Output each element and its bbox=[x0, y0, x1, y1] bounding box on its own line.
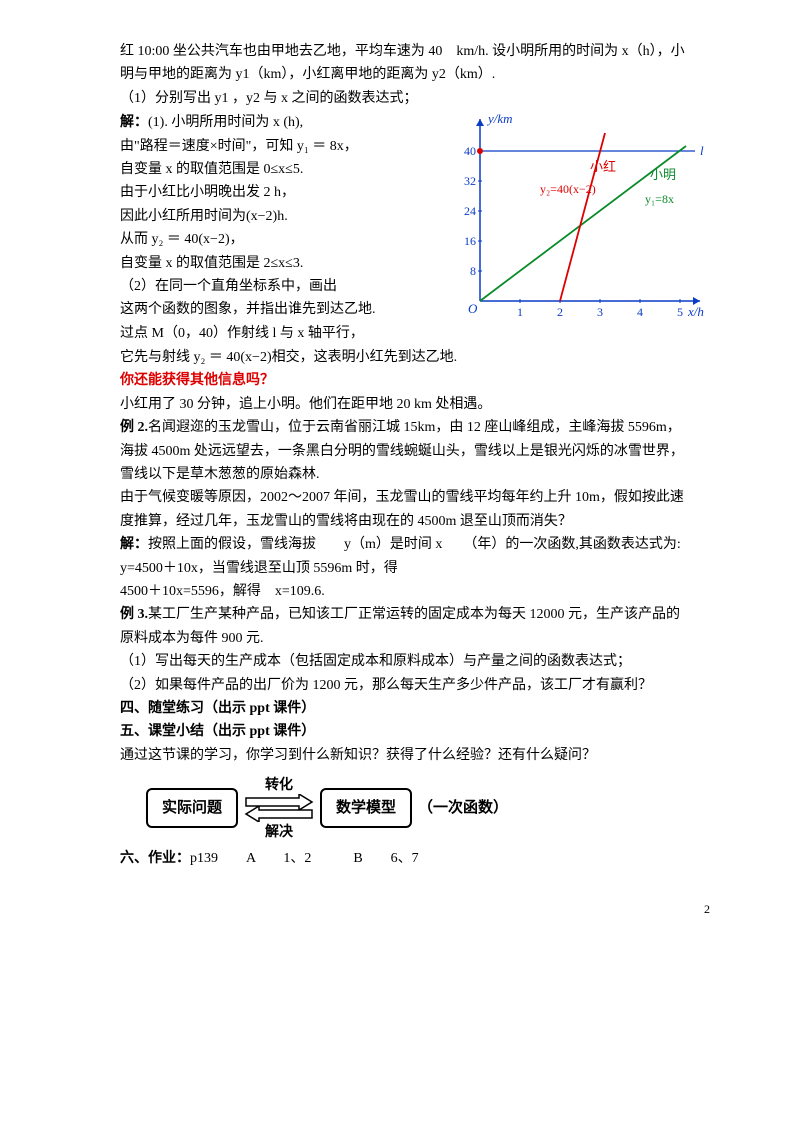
ex3-l2: 原料成本为每件 900 元. bbox=[120, 628, 710, 650]
diagram-top-label: 转化 bbox=[265, 773, 293, 795]
q-title: 你还能获得其他信息吗？ bbox=[120, 370, 710, 392]
intro-l1: 红 10:00 坐公共汽车也由甲地去乙地，平均车速为 40 km/h. 设小明所… bbox=[120, 41, 710, 63]
graph-green-name: 小明 bbox=[650, 167, 676, 182]
page-number: 2 bbox=[120, 900, 710, 919]
sec4: 四、随堂练习（出示 ppt 课件） bbox=[120, 698, 710, 720]
hw: p139 A 1、2 B 6、7 bbox=[190, 851, 419, 866]
svg-text:5: 5 bbox=[677, 305, 683, 319]
svg-text:32: 32 bbox=[464, 174, 476, 188]
ex3-l1w: 例 3.某工厂生产某种产品，已知该工厂正常运转的固定成本为每天 12000 元，… bbox=[120, 604, 710, 626]
svg-text:O: O bbox=[468, 301, 478, 316]
sol2-l3: 4500＋10x=5596，解得 x=109.6. bbox=[120, 581, 710, 603]
diagram: 实际问题 转化 解决 数学模型 （一次函数） bbox=[120, 773, 710, 842]
svg-text:40: 40 bbox=[464, 144, 476, 158]
diagram-paren: （一次函数） bbox=[418, 796, 508, 820]
sol1-a7: 自变量 x 的取值范围是 2≤x≤3. bbox=[120, 253, 440, 275]
sol1-a11: 它先与射线 y₂ ＝ 40(x−2)相交，这表明小红先到达乙地. bbox=[120, 347, 710, 369]
sec6-line: 六、作业：p139 A 1、2 B 6、7 bbox=[120, 848, 710, 870]
svg-text:8: 8 bbox=[470, 264, 476, 278]
sol1-a8: （2）在同一个直角坐标系中，画出 bbox=[120, 276, 440, 298]
graph-xlabel: x/h bbox=[687, 304, 704, 319]
sol1-a2: 由"路程＝速度×时间"，可知 y₁ ＝ 8x， bbox=[120, 136, 440, 158]
graph-red-eq: y₂=40(x−2) bbox=[540, 182, 596, 196]
sec5q: 通过这节课的学习，你学习到什么新知识？获得了什么经验？还有什么疑问？ bbox=[120, 745, 710, 767]
q-ans: 小红用了 30 分钟，追上小明。他们在距甲地 20 km 处相遇。 bbox=[120, 394, 710, 416]
graph-ylabel: y/km bbox=[486, 111, 513, 126]
graph-svg: y/km x/h O 8 16 24 32 40 1 2 3 4 5 l bbox=[450, 111, 710, 331]
intro-l3: （1）分别写出 y1 ，y2 与 x 之间的函数表达式； bbox=[120, 88, 710, 110]
graph-green-eq: y₁=8x bbox=[645, 192, 674, 206]
ex3-label: 例 3. bbox=[120, 607, 148, 622]
sol1-line: 解：(1). 小明所用时间为 x (h), bbox=[120, 112, 440, 134]
svg-text:16: 16 bbox=[464, 234, 476, 248]
ex2-l1w: 例 2.名闻遐迩的玉龙雪山，位于云南省丽江城 15km，由 12 座山峰组成，主… bbox=[120, 417, 710, 439]
svg-text:2: 2 bbox=[557, 305, 563, 319]
ex2-l4: 由于气候变暖等原因，2002～2007 年间，玉龙雪山的雪线平均每年约上升 10… bbox=[120, 487, 710, 509]
ex2-l3: 雪线以下是草木葱葱的原始森林. bbox=[120, 464, 710, 486]
diagram-left: 实际问题 bbox=[146, 788, 238, 828]
sec5: 五、课堂小结（出示 ppt 课件） bbox=[120, 721, 710, 743]
ex3-l4: （2）如果每件产品的出厂价为 1200 元，那么每天生产多少件产品，该工厂才有赢… bbox=[120, 675, 710, 697]
sol1-a4: 由于小红比小明晚出发 2 h， bbox=[120, 182, 440, 204]
svg-text:1: 1 bbox=[517, 305, 523, 319]
graph-l: l bbox=[700, 143, 704, 158]
sol1-label: 解： bbox=[120, 115, 148, 130]
ex2-label: 例 2. bbox=[120, 420, 148, 435]
sol1-a3: 自变量 x 的取值范围是 0≤x≤5. bbox=[120, 159, 440, 181]
sol1-a5: 因此小红所用时间为(x−2)h. bbox=[120, 206, 440, 228]
diagram-bot-label: 解决 bbox=[265, 820, 293, 842]
ex3-l1: 某工厂生产某种产品，已知该工厂正常运转的固定成本为每天 12000 元，生产该产… bbox=[148, 607, 680, 622]
svg-text:4: 4 bbox=[637, 305, 643, 319]
sol2-label: 解： bbox=[120, 537, 148, 552]
sol2-l2: y=4500＋10x，当雪线退至山顶 5596m 时，得 bbox=[120, 558, 710, 580]
intro-l2: 明与甲地的距离为 y1（km），小红离甲地的距离为 y2（km）. bbox=[120, 64, 710, 86]
ex2-l1: 名闻遐迩的玉龙雪山，位于云南省丽江城 15km，由 12 座山峰组成，主峰海拔 … bbox=[148, 420, 681, 435]
ex2-l5: 度推算，经过几年，玉龙雪山的雪线将由现在的 4500m 退至山顶而消失？ bbox=[120, 511, 710, 533]
graph-red-name: 小红 bbox=[590, 159, 616, 174]
diagram-right: 数学模型 bbox=[320, 788, 412, 828]
svg-text:3: 3 bbox=[597, 305, 603, 319]
sol1-a10: 过点 M（0，40）作射线 l 与 x 轴平行， bbox=[120, 323, 440, 345]
ex2-l2: 海拔 4500m 处远远望去，一条黑白分明的雪线蜿蜒山头，雪线以上是银光闪烁的冰… bbox=[120, 441, 710, 463]
sec6: 六、作业： bbox=[120, 851, 190, 866]
svg-text:24: 24 bbox=[464, 204, 476, 218]
sol1-a6: 从而 y₂ ＝ 40(x−2)， bbox=[120, 229, 440, 251]
sol2-l1: 按照上面的假设，雪线海拔 y（m）是时间 x （年）的一次函数,其函数表达式为: bbox=[148, 537, 681, 552]
sol1-a1: (1). 小明所用时间为 x (h), bbox=[148, 115, 303, 130]
sol1-a9: 这两个函数的图象，并指出谁先到达乙地. bbox=[120, 299, 440, 321]
sol2-l1w: 解：按照上面的假设，雪线海拔 y（m）是时间 x （年）的一次函数,其函数表达式… bbox=[120, 534, 710, 556]
ex3-l3: （1）写出每天的生产成本（包括固定成本和原料成本）与产量之间的函数表达式； bbox=[120, 651, 710, 673]
